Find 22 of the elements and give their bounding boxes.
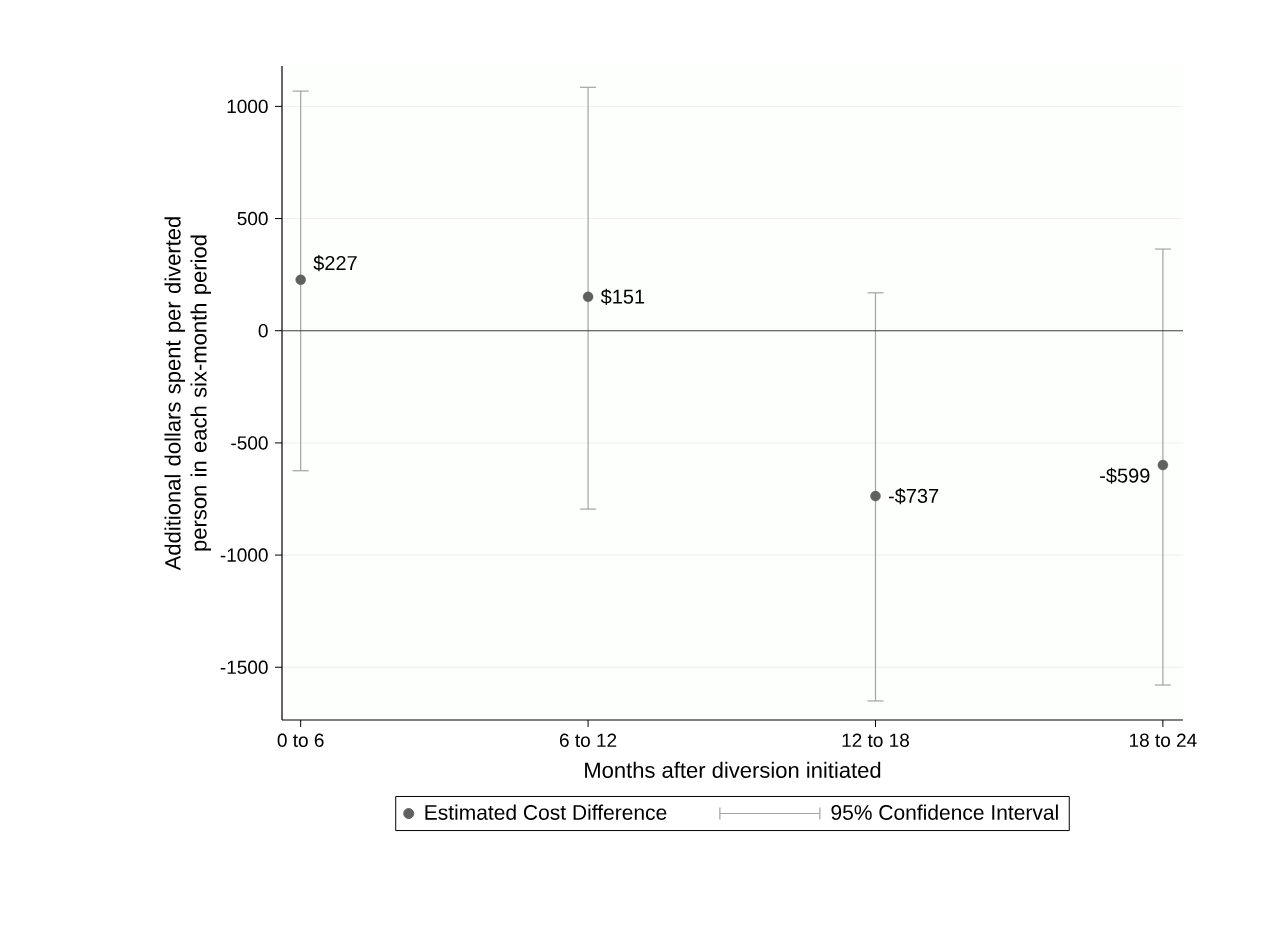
text: 95% Confidence Interval xyxy=(831,804,1058,820)
point xyxy=(870,490,881,502)
y-tick-label: 1000 xyxy=(227,99,268,114)
point xyxy=(295,274,306,285)
data-label: -$737 xyxy=(888,487,939,505)
y-tick-label: -500 xyxy=(231,436,268,450)
y-axis-title: Additional dollars spent per diverted person in each six-month period xyxy=(164,217,212,571)
y-tick-label: -1500 xyxy=(220,660,268,674)
x-tick-label: 12 to 18 xyxy=(842,733,909,747)
point xyxy=(582,291,594,303)
x-tick-label: 0 to 6 xyxy=(277,733,324,747)
y-tick-label: -1000 xyxy=(220,548,268,562)
legend-label: Estimated Cost Difference xyxy=(425,804,667,820)
y-tick-label: 0 xyxy=(258,324,268,338)
data-label: -$599 xyxy=(1100,467,1150,484)
x-tick-label: 18 to 24 xyxy=(1129,733,1197,747)
data-label: $227 xyxy=(313,255,357,272)
y-tick-label: 500 xyxy=(237,211,268,226)
x-axis-title: Months after diversion initiated xyxy=(585,761,881,778)
point xyxy=(1157,459,1169,471)
data-label: $151 xyxy=(600,288,645,305)
x-tick-label: 6 to 12 xyxy=(559,733,617,747)
